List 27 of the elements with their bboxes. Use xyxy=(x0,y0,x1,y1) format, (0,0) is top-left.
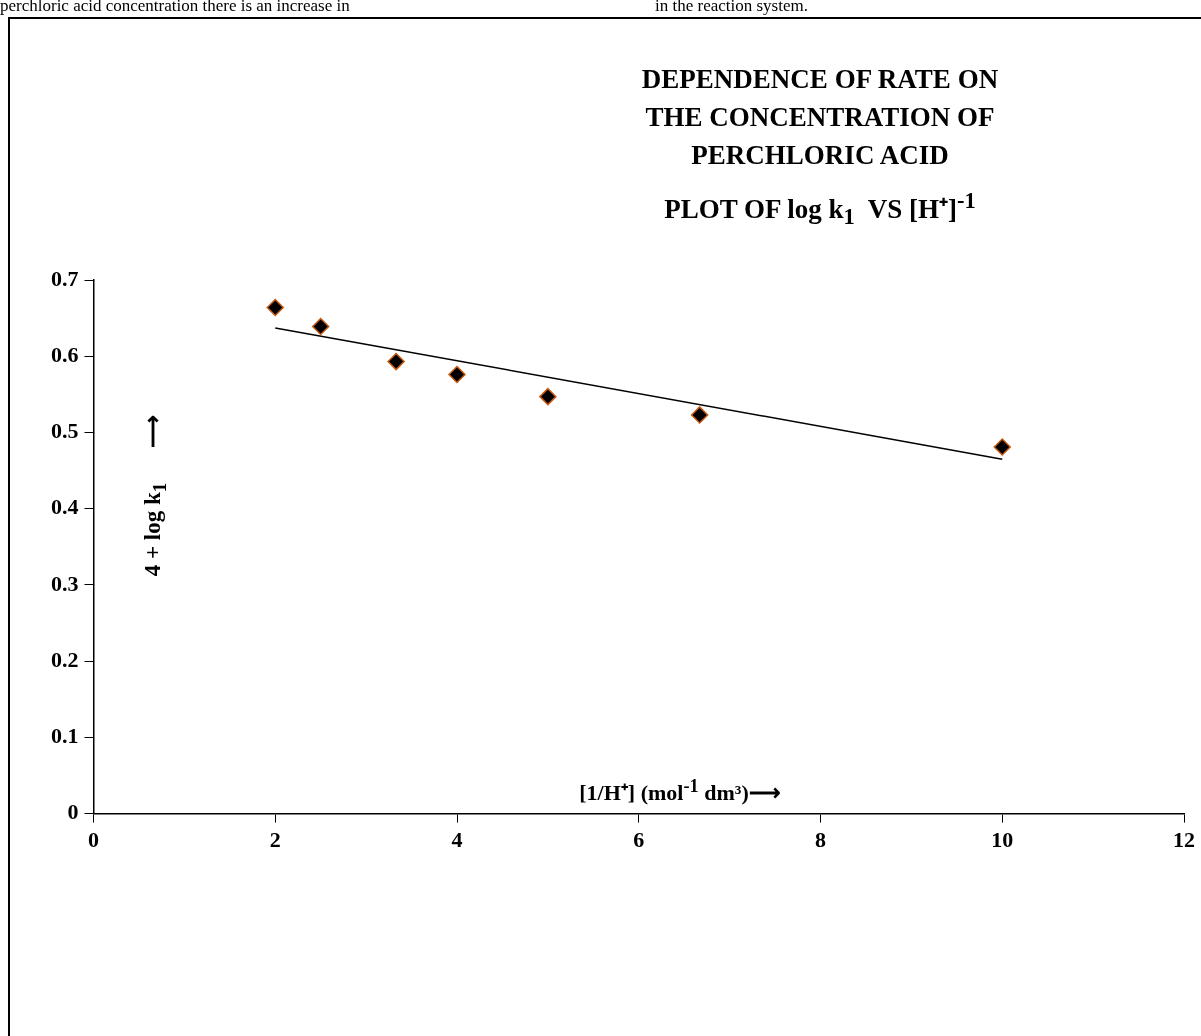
y-tick-label: 0.1 xyxy=(51,723,79,749)
y-tick-label: 0.2 xyxy=(51,646,79,672)
y-tick-label: 0.5 xyxy=(51,418,79,444)
x-tick-label: 2 xyxy=(269,827,281,853)
point xyxy=(448,365,466,384)
y-tick-label: 0.4 xyxy=(51,494,79,520)
x-tick-label: 8 xyxy=(815,827,826,853)
point xyxy=(690,406,709,424)
x-tick-label: 4 xyxy=(451,827,463,853)
x-axis-title: [1/H⁺] (mol$^{-1}$ dm³)⟶ xyxy=(578,776,782,807)
x-tick-label: 6 xyxy=(633,827,645,853)
point xyxy=(311,317,330,336)
y-tick-label: 0.7 xyxy=(51,265,79,291)
text: in the reaction system. xyxy=(655,0,808,16)
point xyxy=(266,298,284,317)
y-tick-label: 0.6 xyxy=(51,341,79,367)
chart-subtitle: PLOT OF log k$_{1}$ VS [H⁺]$^{-1}$ xyxy=(663,188,977,231)
x-tick-label: 10 xyxy=(991,827,1014,853)
point xyxy=(539,387,557,406)
point xyxy=(993,438,1011,456)
x-tick-label: 0 xyxy=(88,827,99,853)
chart-title: DEPENDENCE OF RATE ON THE CONCENTRATION OF PERCHLORIC ACID xyxy=(640,63,1000,172)
point xyxy=(387,352,405,371)
y-tick-label: 0 xyxy=(67,799,79,825)
text: perchloric acid concentration there is an increase in xyxy=(0,0,350,16)
y-tick-label: 0.3 xyxy=(51,570,79,596)
x-tick-label: 12 xyxy=(1173,827,1195,853)
